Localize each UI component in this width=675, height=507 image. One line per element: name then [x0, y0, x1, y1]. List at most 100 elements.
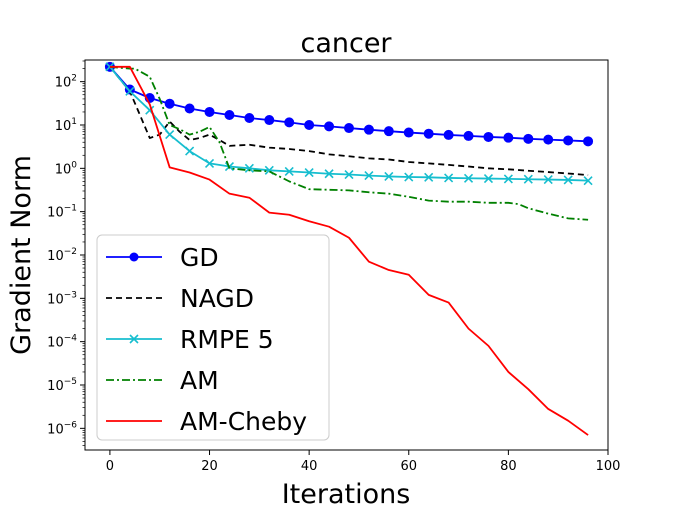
x-tick-label: 80 [500, 459, 517, 474]
data-point [543, 134, 554, 145]
data-point [185, 146, 195, 156]
y-tick-label: 10−4 [47, 334, 77, 351]
data-point [164, 98, 175, 109]
x-axis-title: Iterations [282, 479, 411, 507]
y-tick-exponent: 2 [71, 74, 77, 84]
data-point [423, 128, 434, 139]
data-point [324, 121, 335, 132]
data-point [483, 174, 494, 184]
data-point [244, 163, 254, 173]
legend-box [96, 234, 330, 441]
series-line-nagd [109, 66, 589, 176]
y-tick-base: 10 [47, 336, 64, 351]
x-tick-label: 0 [106, 459, 114, 474]
x-tick-label: 100 [596, 459, 621, 474]
y-tick-label: 10−6 [47, 420, 77, 437]
data-point [403, 127, 414, 138]
y-tick-label: 10−3 [47, 290, 77, 307]
y-tick-label: 10−2 [47, 247, 77, 264]
y-tick-exponent: 0 [71, 160, 77, 170]
data-point [204, 158, 215, 168]
y-tick-exponent: −5 [64, 377, 77, 387]
series-line-am [109, 65, 589, 221]
data-point [364, 171, 374, 181]
x-tick-label: 20 [201, 459, 218, 474]
data-point [344, 169, 354, 180]
data-point [165, 130, 175, 140]
legend-label: RMPE 5 [180, 325, 274, 354]
data-point [383, 126, 394, 137]
legend-marker [129, 252, 139, 262]
legend-label: AM-Cheby [180, 407, 307, 436]
data-point [444, 173, 454, 183]
y-tick-label: 102 [55, 74, 77, 91]
data-point [583, 136, 594, 147]
data-point [324, 169, 334, 179]
data-point [284, 166, 294, 176]
series-nagd [109, 66, 589, 176]
legend-item-nagd: NAGD [106, 284, 254, 313]
series-am [109, 65, 589, 221]
y-tick-label: 10−1 [47, 204, 77, 221]
data-point [563, 175, 573, 185]
series-gd [104, 61, 594, 147]
legend-item-am-cheby: AM-Cheby [106, 407, 307, 436]
plot-area [104, 61, 594, 436]
legend: GD NAGD RMPE 5 AM AM-Cheby [96, 234, 330, 441]
data-point [463, 173, 474, 183]
y-tick-exponent: −6 [64, 420, 78, 430]
data-point [583, 176, 593, 186]
y-tick-base: 10 [55, 162, 72, 177]
y-tick-exponent: −3 [64, 290, 77, 300]
data-point [543, 175, 553, 185]
legend-label: GD [180, 243, 219, 272]
y-tick-exponent: −4 [64, 334, 78, 344]
legend-item-rmpe-5: RMPE 5 [106, 325, 274, 354]
y-tick-base: 10 [47, 379, 64, 394]
data-point [443, 129, 454, 140]
y-axis-title: Gradient Norm [6, 155, 37, 355]
data-point [523, 174, 533, 184]
data-point [304, 167, 314, 178]
data-point [284, 117, 295, 128]
y-tick-label: 100 [55, 160, 78, 177]
y-tick-exponent: −1 [64, 204, 77, 214]
chart-title: cancer [300, 28, 392, 59]
data-point [224, 110, 235, 121]
y-tick-base: 10 [47, 292, 64, 307]
x-tick-label: 60 [400, 459, 417, 474]
y-tick-base: 10 [55, 76, 72, 91]
data-point [343, 123, 354, 134]
legend-item-gd: GD [106, 243, 219, 272]
y-tick-exponent: 1 [71, 117, 77, 127]
x-axis: 0 20 40 60 80 100 [106, 450, 621, 474]
series-am-cheby [109, 65, 589, 436]
legend-label: AM [180, 366, 219, 395]
y-tick-base: 10 [47, 249, 64, 264]
y-tick-label: 10−5 [47, 377, 77, 394]
series-line-am-cheby [109, 65, 589, 436]
data-point [424, 172, 434, 182]
data-point [503, 132, 514, 143]
data-point [384, 171, 394, 182]
legend-label: NAGD [180, 284, 254, 313]
y-tick-base: 10 [47, 206, 64, 221]
x-tick-label: 40 [301, 459, 318, 474]
data-point [404, 172, 414, 182]
legend-marker [129, 334, 139, 344]
data-point [304, 120, 315, 130]
data-point [523, 133, 534, 144]
series-rmpe-5 [105, 62, 593, 186]
data-point [503, 174, 513, 184]
y-tick-base: 10 [47, 422, 64, 437]
legend-item-am: AM [106, 366, 219, 395]
data-point [563, 135, 574, 146]
data-point [463, 130, 474, 141]
data-point [204, 106, 215, 117]
data-point [363, 124, 374, 135]
y-tick-exponent: −2 [64, 247, 77, 257]
data-point [125, 86, 135, 96]
data-point [184, 103, 195, 114]
